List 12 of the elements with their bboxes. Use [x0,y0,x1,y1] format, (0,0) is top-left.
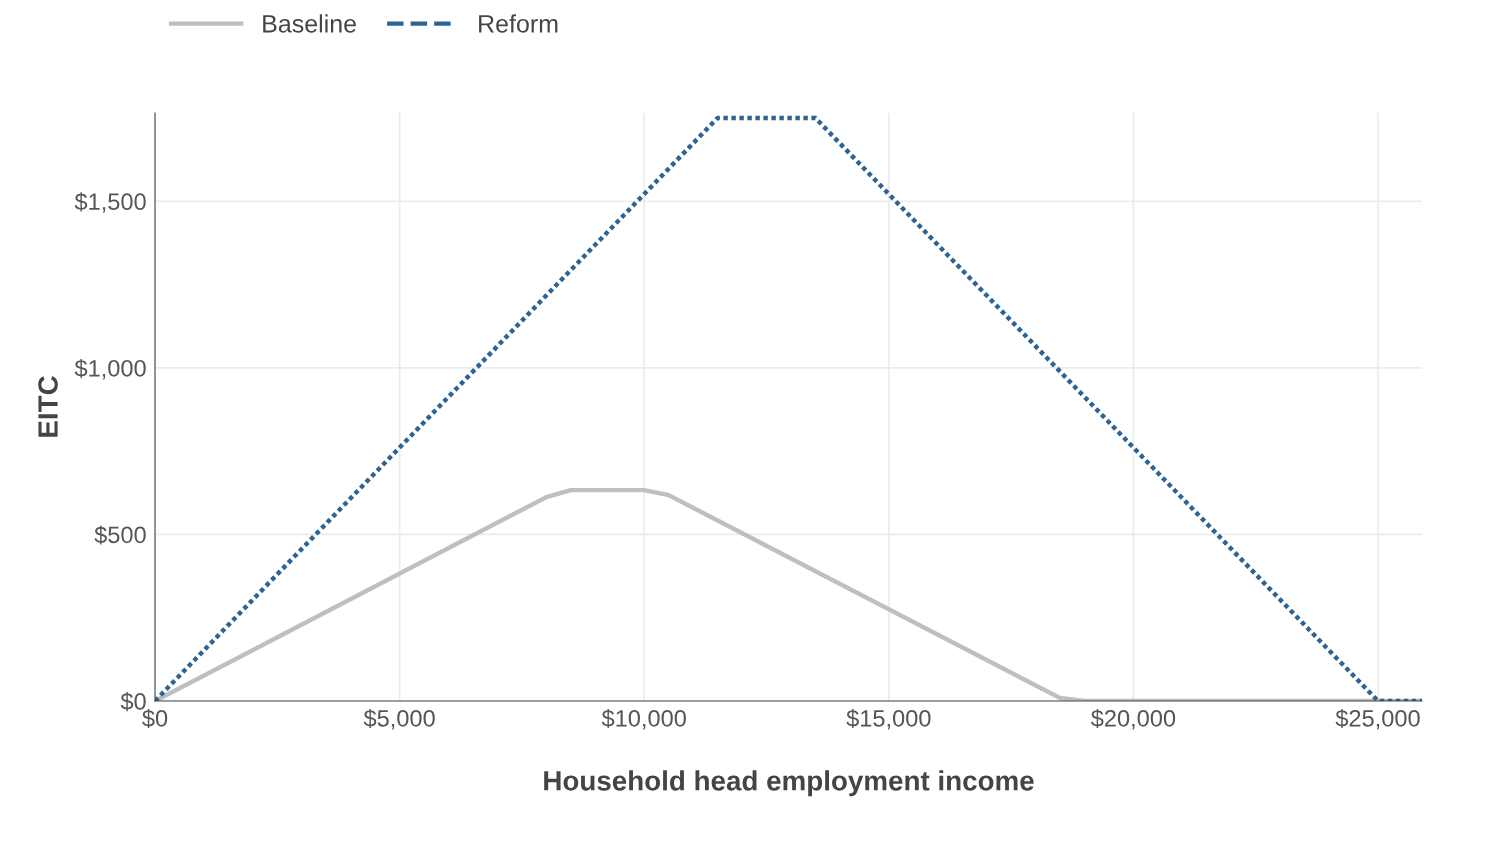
x-tick-label: $20,000 [1090,708,1176,730]
x-axis-title: Household head employment income [544,770,1034,797]
x-tick-label: $5,000 [363,708,435,730]
legend-label: Baseline [263,14,356,33]
legend-label: Reform [479,14,558,33]
y-tick-label: $500 [94,525,146,545]
x-tick-label: $15,000 [846,708,931,730]
y-tick-label: $1,000 [74,358,146,380]
x-tick-label: $10,000 [601,708,686,730]
y-tick-label: $1,500 [74,192,146,213]
y-axis-title: EITC [38,376,58,437]
x-tick-label: $25,000 [1335,708,1420,730]
